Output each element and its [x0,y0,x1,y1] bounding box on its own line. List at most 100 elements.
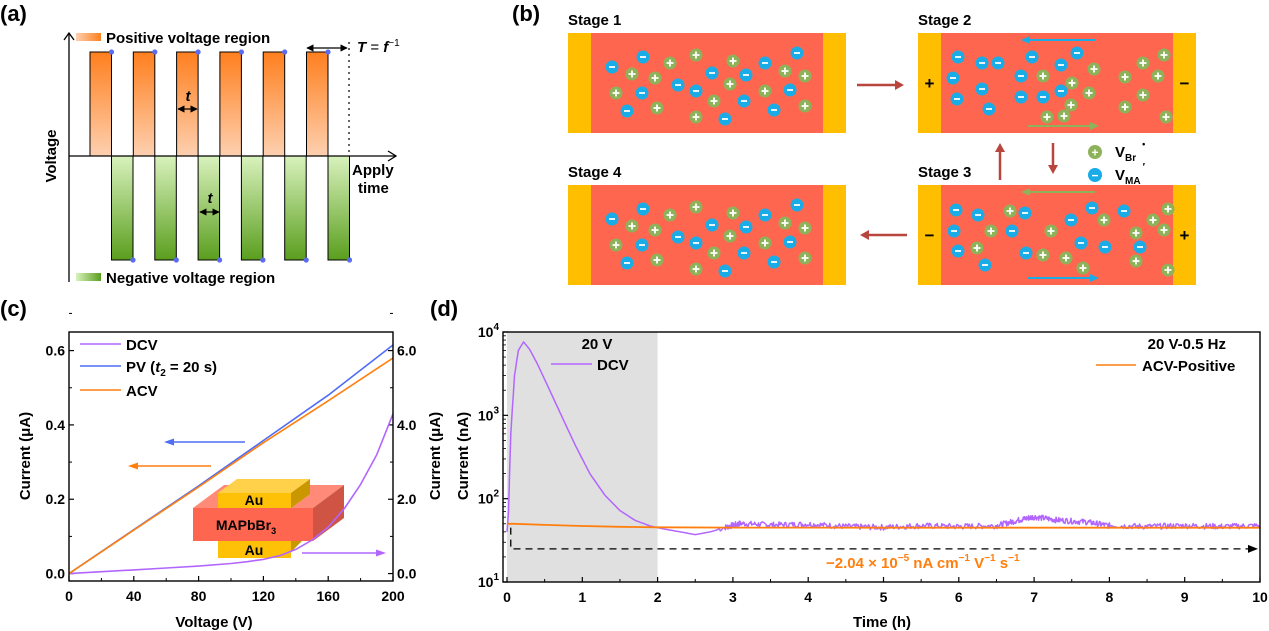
panel-a: (a) Voltage Apply time T = f−1 t t Posit… [0,1,400,287]
plus-glyph [1060,112,1068,120]
stage-4: Stage 4 [568,164,846,285]
y-tick-label: 102 [478,489,500,507]
x-tick-label: 8 [1106,589,1114,605]
voltage-axis-arrowhead-icon [63,31,75,41]
time-axis-arrowhead-icon [387,150,398,162]
inset-label-au-bottom: Au [245,542,264,558]
plus-glyph [761,239,769,247]
panel-label-c: (c) [0,296,27,321]
stage-2: Stage 2 + − [918,12,1196,133]
panel-label-a: (a) [0,1,27,26]
x-tick-label: 1 [578,589,586,605]
plus-glyph [1090,65,1098,73]
left-electrode-polarity: − [925,226,935,245]
right-electrode-polarity: − [1180,74,1190,93]
plus-glyph [1121,103,1129,111]
plus-glyph [987,227,995,235]
plus-glyph [1039,251,1047,259]
panel-c-frame [68,331,394,582]
plus-glyph [1149,216,1157,224]
panel-c: (c) 0 40 80 120 160 200 0.0 0.2 0.4 0.6 0.0 2.0 4.0 6… [0,296,444,631]
plus-glyph [1132,229,1140,237]
positive-pulse [132,51,156,157]
y-tick-label-left: 0.2 [46,491,66,507]
y-tick-label-right: 6.0 [397,343,417,359]
rate-annotation: −2.04 × 10−5 nA cm−1 V−1 s−1 [826,553,1020,572]
x-tick-label: 0 [65,588,73,604]
plus-glyph [710,97,718,105]
perovskite-layer [568,33,846,133]
dc-voltage-annotation: 20 V [582,336,613,353]
negative-pulse [327,155,350,261]
pulse-end-marker [282,49,288,55]
plus-glyph [726,232,734,240]
plus-glyph [1100,216,1108,224]
legend-acv-label-d: ACV-Positive [1142,358,1235,375]
vbr-legend-label: VBr• [1115,139,1145,164]
plus-glyph [651,226,659,234]
perovskite-front-face [193,508,313,541]
negative-pulse [154,155,177,261]
plus-glyph [692,113,700,121]
y-tick-label-left: 0.6 [46,343,66,359]
series-line-acv [69,357,393,575]
negative-region-swatch [76,273,101,281]
plus-glyph [1067,101,1075,109]
positive-pulse [219,51,242,157]
pulse-width-label-positive: t [186,88,192,105]
left-electrode-polarity: + [925,74,935,93]
right-electrode-polarity: + [1180,226,1190,245]
plus-glyph [653,104,661,112]
au-bottom-electrode [218,541,291,558]
period-label: T = f−1 [357,38,400,56]
au-top-electrode [218,493,291,508]
inset-label-au-top: Au [245,492,264,508]
plus-glyph [692,203,700,211]
x-tick-label: 120 [252,588,276,604]
plus-glyph [1160,226,1168,234]
pulse-end-marker [195,49,201,55]
x-tick-label: 40 [126,588,142,604]
rate-reference-arrowhead-icon [1248,544,1258,553]
plus-glyph [1154,72,1162,80]
plus-glyph [1164,266,1172,274]
panel-d-ticks: 0 1 2 3 4 5 6 7 8 9 10 101 102 103 104 [478,322,1268,605]
pulse-width-label-negative: t [208,190,214,207]
pulse-end-marker [260,257,266,263]
svg-text:−: − [1091,169,1098,183]
panel-d-ylabel: Current (nA) [455,412,472,500]
y-tick-label-right: 0.0 [397,566,417,582]
y-tick-label: 103 [478,405,500,423]
stages: Stage 1 Stage 2 + − Stage 3 − + Stage 4 [568,12,1196,285]
vbr-legend-icon [1088,145,1102,159]
plus-glyph [801,72,809,80]
right-electrode [823,185,846,285]
plus-glyph [1139,91,1147,99]
y-tick-label: 104 [478,322,500,340]
plus-glyph [1164,205,1172,213]
pulse-end-marker [217,257,223,263]
inset-label-mapbbr3: MAPbBr3 [216,517,276,536]
panel-c-legend: DCV PV (t2 = 20 s) ACV [80,337,217,400]
plus-glyph [692,265,700,273]
plus-glyph [1047,227,1055,235]
negative-pulse [197,155,221,261]
legend-pv-label: PV (t2 = 20 s) [126,359,217,379]
x-tick-label: 80 [191,588,207,604]
pulse-train [89,49,353,263]
plus-glyph [729,209,737,217]
right-electrode [1173,33,1196,133]
x-tick-label: 6 [955,589,963,605]
plus-glyph [1079,264,1087,272]
vma-legend-label: VMA′ [1115,162,1146,187]
x-tick-label: 2 [654,589,662,605]
x-tick-label: 4 [804,589,812,605]
x-tick-label: 5 [880,589,888,605]
x-tick-label: 7 [1030,589,1038,605]
vma-legend-icon [1088,168,1102,182]
plus-glyph [973,244,981,252]
plus-glyph [801,224,809,232]
plus-glyph [1139,59,1147,67]
pulse-end-marker [303,257,309,263]
positive-region-legend: Positive voltage region [106,30,270,47]
